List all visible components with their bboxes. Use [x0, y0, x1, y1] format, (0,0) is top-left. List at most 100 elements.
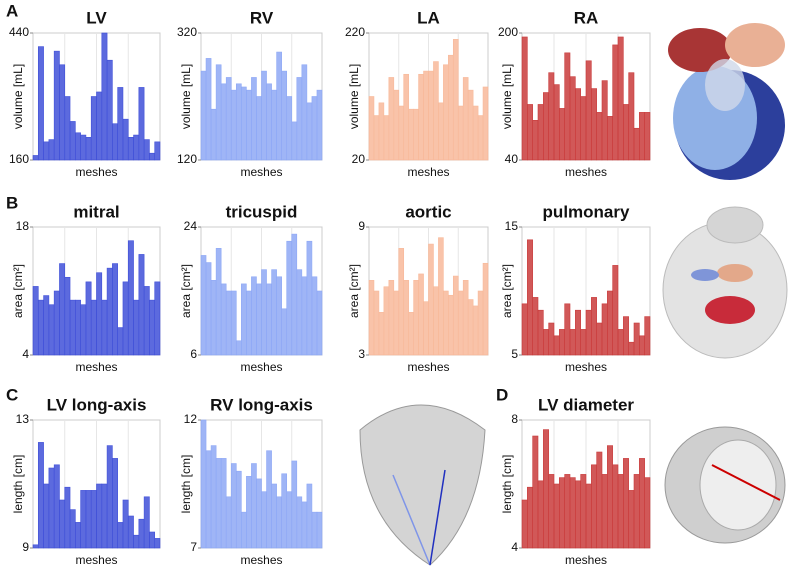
bar	[246, 476, 252, 549]
bar	[246, 89, 252, 161]
bar	[64, 276, 71, 356]
bar	[296, 269, 303, 356]
chart-title: RA	[574, 8, 599, 27]
y-tick-label: 9	[22, 540, 29, 554]
chart-title: LV long-axis	[47, 395, 147, 414]
y-tick-label: 24	[184, 219, 198, 233]
bar	[559, 329, 565, 356]
panel-label: A	[6, 1, 18, 20]
bar	[521, 36, 528, 161]
bar	[607, 290, 613, 356]
y-tick-label: 440	[9, 25, 29, 39]
bar	[225, 77, 232, 161]
bar	[276, 51, 282, 161]
x-axis-label: meshes	[75, 553, 117, 567]
bar	[423, 301, 429, 356]
bar	[639, 335, 645, 356]
bar	[271, 269, 277, 356]
bar	[443, 64, 449, 161]
bar	[601, 80, 608, 161]
bar	[96, 483, 103, 549]
bar	[80, 304, 87, 356]
bar	[53, 290, 60, 356]
bar	[607, 445, 613, 549]
bar	[301, 276, 308, 356]
chart-title: aortic	[405, 202, 451, 221]
bar	[596, 451, 603, 549]
bar	[373, 290, 380, 356]
bar	[393, 89, 400, 161]
bar	[281, 473, 288, 549]
bar	[467, 89, 474, 161]
bar	[398, 248, 405, 356]
bar	[575, 88, 581, 161]
panel-label: B	[6, 193, 18, 212]
bar	[559, 108, 565, 161]
bar	[596, 112, 603, 161]
bar	[418, 273, 424, 356]
bar	[433, 286, 439, 356]
chart-title: LA	[417, 8, 440, 27]
bar	[543, 92, 549, 161]
bar	[143, 139, 150, 161]
bar	[235, 83, 242, 161]
bar	[601, 474, 608, 549]
bar	[80, 490, 87, 549]
bar	[564, 303, 571, 356]
bar	[423, 70, 429, 161]
bar	[548, 72, 555, 161]
bar	[403, 73, 409, 161]
bar	[580, 329, 587, 356]
bar	[628, 490, 635, 549]
bar	[438, 102, 444, 161]
chart-title: mitral	[73, 202, 119, 221]
bar	[559, 477, 565, 549]
bar	[90, 299, 97, 356]
bar	[575, 480, 581, 549]
bar	[527, 104, 533, 161]
bar	[138, 518, 145, 549]
bar	[569, 329, 576, 356]
panel-label: C	[6, 385, 18, 404]
bar	[644, 112, 651, 161]
bar	[281, 308, 288, 356]
y-axis-label: length [cm]	[500, 455, 514, 514]
bar	[388, 280, 395, 356]
bar	[612, 44, 619, 161]
bar	[53, 50, 60, 161]
bar	[271, 483, 277, 549]
bar	[59, 64, 66, 161]
bar	[633, 127, 640, 161]
bar	[472, 105, 479, 161]
bar	[301, 64, 308, 161]
y-tick-label: 4	[511, 540, 518, 554]
bar	[37, 442, 44, 549]
bar	[543, 429, 549, 549]
bar	[306, 102, 313, 161]
bar	[543, 329, 549, 356]
y-tick-label: 13	[16, 412, 30, 426]
bar	[628, 341, 635, 356]
bar	[32, 544, 39, 549]
bar	[585, 60, 592, 161]
bar	[112, 123, 118, 161]
y-axis-label: area [cm²]	[347, 264, 361, 318]
bar	[43, 141, 50, 161]
bar	[633, 322, 640, 356]
bar	[418, 73, 424, 161]
bar	[296, 77, 303, 161]
bar	[383, 286, 390, 356]
bar	[143, 496, 150, 549]
bar	[127, 240, 134, 356]
y-axis-label: area [cm²]	[179, 264, 193, 318]
bar	[316, 290, 323, 356]
bar	[532, 120, 539, 161]
bar	[106, 267, 113, 356]
y-tick-label: 5	[511, 347, 518, 361]
bar	[75, 522, 81, 549]
bar	[564, 474, 571, 549]
heart-render-a	[668, 23, 785, 180]
bar	[408, 108, 414, 161]
bar	[251, 463, 257, 549]
bar	[585, 483, 592, 549]
